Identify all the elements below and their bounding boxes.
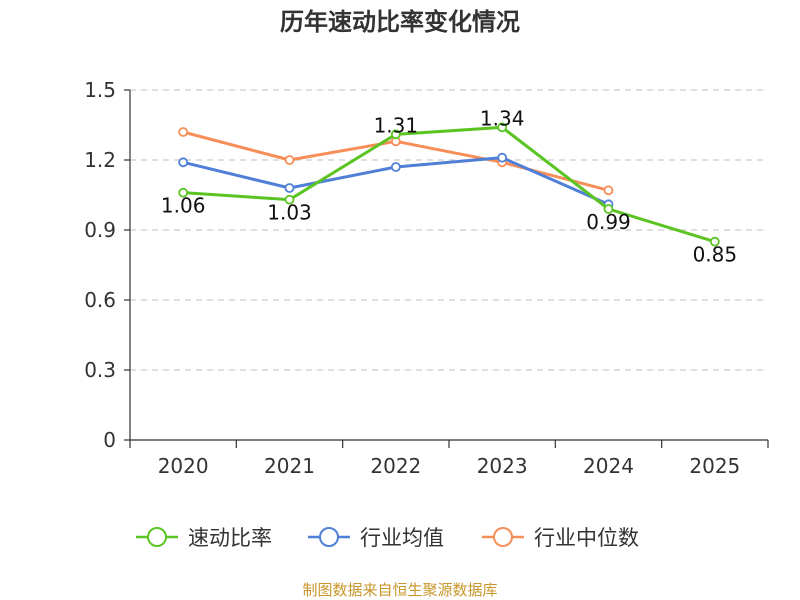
data-point[interactable] <box>390 162 401 172</box>
legend[interactable]: 速动比率 行业均值 行业中位数 <box>136 526 639 550</box>
y-tick-label: 0 <box>103 428 116 452</box>
legend-item[interactable]: 行业中位数 <box>482 526 639 550</box>
data-point[interactable] <box>390 129 401 140</box>
data-label: 0.99 <box>586 210 631 234</box>
legend-label: 行业中位数 <box>534 526 639 550</box>
grid <box>130 89 768 371</box>
data-point[interactable] <box>178 187 189 198</box>
series-line <box>183 125 716 244</box>
series-lines <box>178 122 720 247</box>
legend-label: 速动比率 <box>188 526 272 550</box>
data-label: 0.85 <box>693 243 738 267</box>
data-point[interactable] <box>178 127 189 137</box>
legend-item[interactable]: 行业均值 <box>308 526 444 550</box>
legend-label: 行业均值 <box>360 526 444 550</box>
y-tick-label: 1.2 <box>84 148 116 172</box>
x-tick-label: 2020 <box>158 454 209 478</box>
data-point[interactable] <box>284 183 295 193</box>
y-tick-label: 0.9 <box>84 218 116 242</box>
legend-item[interactable]: 速动比率 <box>136 526 272 550</box>
y-tick-label: 1.5 <box>84 78 116 102</box>
y-tick-label: 0.3 <box>84 358 116 382</box>
data-point[interactable] <box>497 122 508 133</box>
data-point[interactable] <box>284 194 295 205</box>
x-tick-label: 2025 <box>689 454 740 478</box>
x-tick-label: 2021 <box>264 454 315 478</box>
axes: 0 0.3 0.6 0.9 1.2 1.5 2020 2021 2022 2023 2024 2025 <box>84 78 769 478</box>
x-tick-label: 2023 <box>477 454 528 478</box>
data-label: 1.34 <box>480 106 525 130</box>
x-tick-label: 2024 <box>583 454 634 478</box>
source-note: 制图数据来自恒生聚源数据库 <box>302 581 497 599</box>
data-point[interactable] <box>603 204 614 214</box>
data-point[interactable] <box>709 236 720 247</box>
data-point[interactable] <box>178 157 189 168</box>
data-label: 1.31 <box>374 113 419 137</box>
legend-marker <box>319 527 339 547</box>
data-labels: 1.06 1.03 1.31 1.34 0.99 0.85 <box>161 106 737 266</box>
legend-marker <box>147 527 167 547</box>
x-tick-label: 2022 <box>370 454 421 478</box>
series-1 <box>178 152 614 210</box>
data-label: 1.06 <box>161 194 206 218</box>
data-point[interactable] <box>603 185 614 196</box>
data-label: 1.03 <box>267 201 312 225</box>
y-tick-label: 0.6 <box>84 288 116 312</box>
legend-marker <box>493 527 513 547</box>
chart-title: 历年速动比率变化情况 <box>280 8 520 36</box>
series-0 <box>178 122 720 247</box>
data-point[interactable] <box>497 152 508 163</box>
data-point[interactable] <box>284 155 295 165</box>
